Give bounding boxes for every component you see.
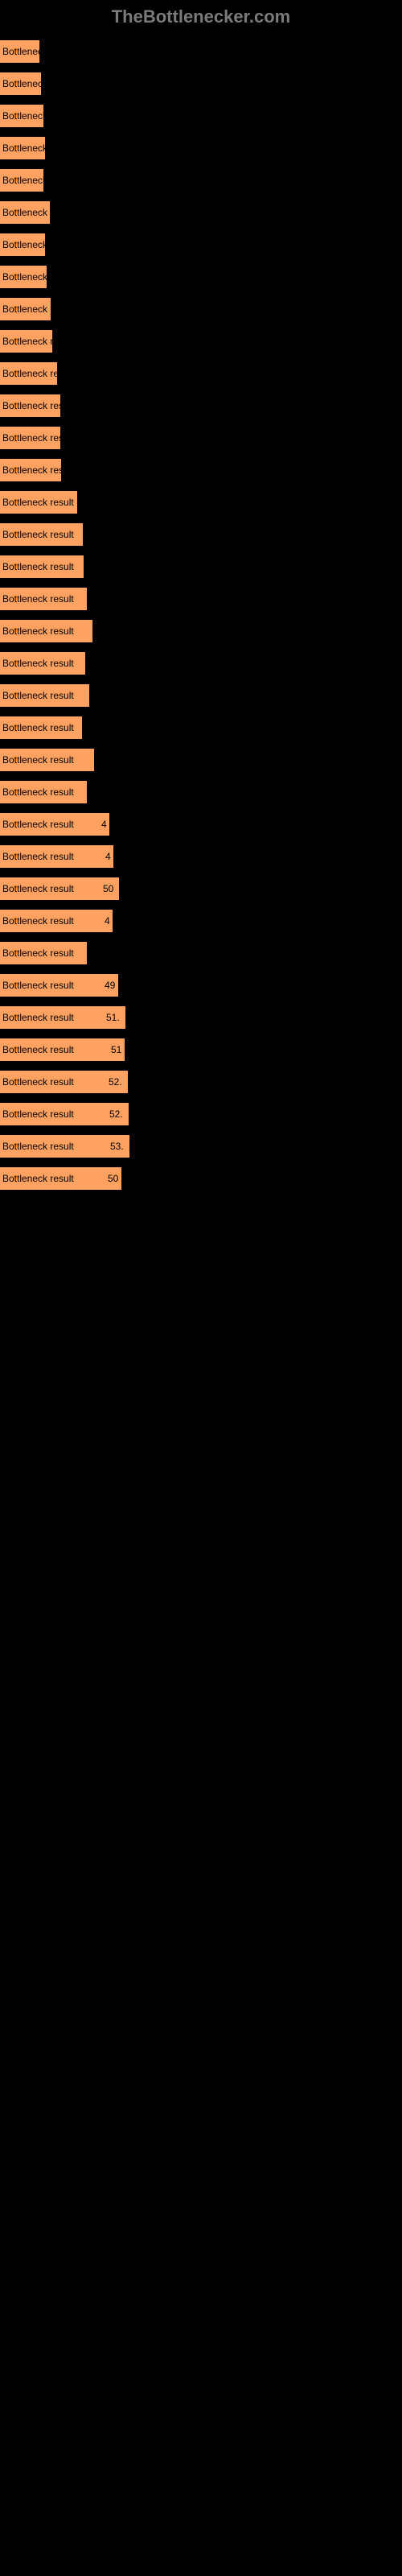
- bar-label: Bottleneck result: [2, 427, 61, 449]
- bar-row: Bottleneck result: [0, 105, 402, 127]
- bar-label: Bottleneck result: [2, 137, 46, 159]
- bar-label: Bottleneck result: [2, 1038, 125, 1061]
- bar-label: Bottleneck result: [2, 362, 58, 385]
- bar-label: Bottleneck result: [2, 298, 51, 320]
- bar-label: Bottleneck result: [2, 813, 110, 836]
- bar-row: Bottleneck result: [0, 620, 402, 642]
- site-title: TheBottlenecker.com: [0, 0, 402, 31]
- bar-label: Bottleneck result: [2, 1167, 122, 1190]
- bar-row: Bottleneck result: [0, 781, 402, 803]
- bar-row: Bottleneck result: [0, 459, 402, 481]
- bar-label: Bottleneck result: [2, 974, 119, 997]
- bar-row: Bottleneck result: [0, 652, 402, 675]
- bar-label: Bottleneck result: [2, 652, 86, 675]
- bar-row: Bottleneck result4: [0, 845, 402, 868]
- bar-label: Bottleneck result: [2, 233, 46, 256]
- bar-row: Bottleneck result: [0, 555, 402, 578]
- bar-row: Bottleneck result: [0, 942, 402, 964]
- bar-row: Bottleneck result: [0, 233, 402, 256]
- bar-label: Bottleneck result: [2, 72, 42, 95]
- bar-label: Bottleneck result: [2, 716, 83, 739]
- bar-chart: Bottleneck resultBottleneck resultBottle…: [0, 40, 402, 1216]
- bar-label: Bottleneck result: [2, 201, 51, 224]
- bar-row: Bottleneck result: [0, 427, 402, 449]
- bar-label: Bottleneck result: [2, 781, 88, 803]
- bar-value: 4: [105, 910, 110, 932]
- bar-label: Bottleneck result: [2, 491, 78, 514]
- bar-row: Bottleneck result50: [0, 1167, 402, 1190]
- bar-value: 50: [103, 877, 113, 900]
- bar-row: Bottleneck result: [0, 137, 402, 159]
- bar-row: Bottleneck result: [0, 266, 402, 288]
- bar-value: 4: [105, 845, 111, 868]
- bar-row: Bottleneck result: [0, 749, 402, 771]
- bar-value: 53.: [110, 1135, 124, 1158]
- bar-row: Bottleneck result: [0, 684, 402, 707]
- bar-label: Bottleneck result: [2, 330, 53, 353]
- bar-label: Bottleneck result: [2, 523, 84, 546]
- bar-row: Bottleneck result: [0, 716, 402, 739]
- bar-value: 50: [108, 1167, 118, 1190]
- bar-row: Bottleneck result: [0, 72, 402, 95]
- bar-label: Bottleneck result: [2, 169, 44, 192]
- bar-label: Bottleneck result: [2, 749, 95, 771]
- bar-label: Bottleneck result: [2, 845, 114, 868]
- bar-label: Bottleneck result: [2, 266, 47, 288]
- bar-row: Bottleneck result: [0, 169, 402, 192]
- bar-row: Bottleneck result53.: [0, 1135, 402, 1158]
- bar-row: Bottleneck result4: [0, 813, 402, 836]
- bar-row: Bottleneck result: [0, 588, 402, 610]
- bar-row: Bottleneck result: [0, 298, 402, 320]
- bar-label: Bottleneck result: [2, 394, 61, 417]
- bar-row: Bottleneck result52.: [0, 1071, 402, 1093]
- bar-label: Bottleneck result: [2, 684, 90, 707]
- bar-row: Bottleneck result4: [0, 910, 402, 932]
- bar-row: Bottleneck result: [0, 394, 402, 417]
- bar-row: Bottleneck result: [0, 362, 402, 385]
- bar-row: Bottleneck result52.: [0, 1103, 402, 1125]
- bar-label: Bottleneck result: [2, 620, 93, 642]
- bar-label: Bottleneck result: [2, 942, 88, 964]
- bar-row: Bottleneck result51: [0, 1038, 402, 1061]
- bar-label: Bottleneck result: [2, 40, 40, 63]
- bar-value: 4: [101, 813, 107, 836]
- bar-row: Bottleneck result: [0, 330, 402, 353]
- bar-value: 51: [111, 1038, 121, 1061]
- bar-value: 52.: [109, 1071, 122, 1093]
- bar-row: Bottleneck result: [0, 201, 402, 224]
- bar-value: 52.: [109, 1103, 123, 1125]
- bar-label: Bottleneck result: [2, 555, 84, 578]
- bar-row: Bottleneck result: [0, 491, 402, 514]
- bar-row: Bottleneck result51.: [0, 1006, 402, 1029]
- bar-row: Bottleneck result49: [0, 974, 402, 997]
- bar-label: Bottleneck result: [2, 459, 62, 481]
- bar-row: Bottleneck result50: [0, 877, 402, 900]
- bar-row: Bottleneck result: [0, 523, 402, 546]
- bar-row: Bottleneck result: [0, 40, 402, 63]
- bar-label: Bottleneck result: [2, 588, 88, 610]
- bar-label: Bottleneck result: [2, 910, 113, 932]
- bar-value: 49: [105, 974, 115, 997]
- bar-label: Bottleneck result: [2, 105, 44, 127]
- bar-value: 51.: [106, 1006, 120, 1029]
